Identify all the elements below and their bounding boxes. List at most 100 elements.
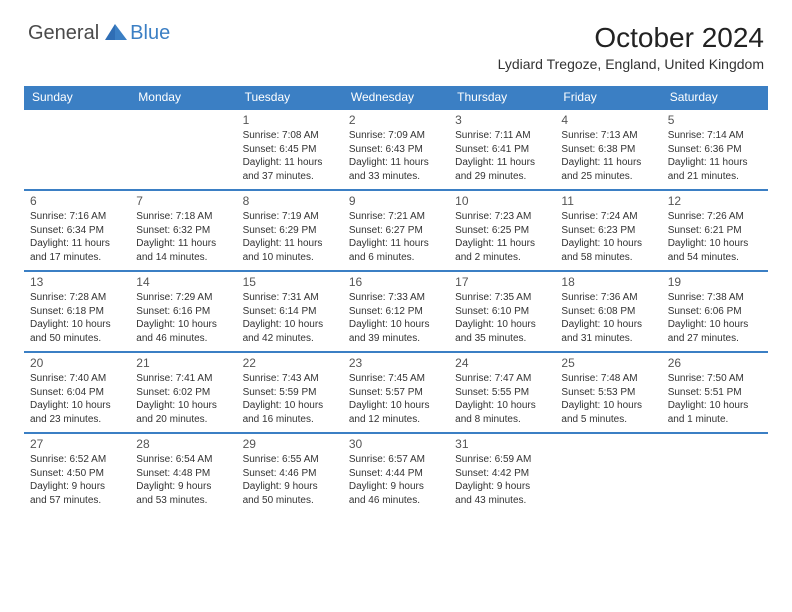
sunrise-text: Sunrise: 7:11 AM: [455, 129, 548, 143]
sunset-text: Sunset: 6:16 PM: [136, 305, 229, 319]
daylight-text: Daylight: 10 hours and 39 minutes.: [349, 318, 442, 345]
day-number: 5: [668, 113, 761, 127]
sunset-text: Sunset: 6:34 PM: [30, 224, 123, 238]
sunrise-text: Sunrise: 7:24 AM: [561, 210, 654, 224]
sunset-text: Sunset: 6:12 PM: [349, 305, 442, 319]
day-cell: 17Sunrise: 7:35 AMSunset: 6:10 PMDayligh…: [449, 272, 555, 351]
daylight-text: Daylight: 11 hours and 17 minutes.: [30, 237, 123, 264]
day-cell: 8 Sunrise: 7:19 AMSunset: 6:29 PMDaylight…: [237, 191, 343, 270]
daylight-text: Daylight: 9 hours and 57 minutes.: [30, 480, 123, 507]
daylight-text: Daylight: 10 hours and 16 minutes.: [243, 399, 336, 426]
sunset-text: Sunset: 6:21 PM: [668, 224, 761, 238]
daylight-text: Daylight: 11 hours and 25 minutes.: [561, 156, 654, 183]
day-number: 19: [668, 275, 761, 289]
sunrise-text: Sunrise: 7:40 AM: [30, 372, 123, 386]
sunset-text: Sunset: 5:57 PM: [349, 386, 442, 400]
day-number: 15: [243, 275, 336, 289]
sunrise-text: Sunrise: 7:35 AM: [455, 291, 548, 305]
daylight-text: Daylight: 11 hours and 37 minutes.: [243, 156, 336, 183]
sunrise-text: Sunrise: 7:18 AM: [136, 210, 229, 224]
day-header-tue: Tuesday: [237, 86, 343, 108]
sunrise-text: Sunrise: 7:33 AM: [349, 291, 442, 305]
week-row: 6Sunrise: 7:16 AMSunset: 6:34 PMDaylight…: [24, 189, 768, 270]
day-info: Sunrise: 7:18 AMSunset: 6:32 PMDaylight:…: [136, 210, 229, 264]
day-number: 3: [455, 113, 548, 127]
day-number: 30: [349, 437, 442, 451]
sunset-text: Sunset: 6:23 PM: [561, 224, 654, 238]
day-info: Sunrise: 7:50 AMSunset: 5:51 PMDaylight:…: [668, 372, 761, 426]
day-info: Sunrise: 7:40 AMSunset: 6:04 PMDaylight:…: [30, 372, 123, 426]
day-header-wed: Wednesday: [343, 86, 449, 108]
day-cell: [662, 434, 768, 513]
daylight-text: Daylight: 10 hours and 58 minutes.: [561, 237, 654, 264]
day-cell: 12Sunrise: 7:26 AMSunset: 6:21 PMDayligh…: [662, 191, 768, 270]
sunset-text: Sunset: 5:51 PM: [668, 386, 761, 400]
sunrise-text: Sunrise: 6:57 AM: [349, 453, 442, 467]
day-number: 21: [136, 356, 229, 370]
day-cell: 11Sunrise: 7:24 AMSunset: 6:23 PMDayligh…: [555, 191, 661, 270]
sunrise-text: Sunrise: 7:38 AM: [668, 291, 761, 305]
daylight-text: Daylight: 10 hours and 54 minutes.: [668, 237, 761, 264]
day-info: Sunrise: 7:36 AMSunset: 6:08 PMDaylight:…: [561, 291, 654, 345]
logo: General Blue: [28, 22, 170, 45]
day-cell: 5Sunrise: 7:14 AMSunset: 6:36 PMDaylight…: [662, 110, 768, 189]
day-info: Sunrise: 7:33 AMSunset: 6:12 PMDaylight:…: [349, 291, 442, 345]
daylight-text: Daylight: 10 hours and 20 minutes.: [136, 399, 229, 426]
sunrise-text: Sunrise: 7:43 AM: [243, 372, 336, 386]
sunrise-text: Sunrise: 7:31 AM: [243, 291, 336, 305]
daylight-text: Daylight: 10 hours and 5 minutes.: [561, 399, 654, 426]
week-row: 20Sunrise: 7:40 AMSunset: 6:04 PMDayligh…: [24, 351, 768, 432]
sunset-text: Sunset: 5:59 PM: [243, 386, 336, 400]
day-info: Sunrise: 7:43 AMSunset: 5:59 PMDaylight:…: [243, 372, 336, 426]
weeks-container: 1Sunrise: 7:08 AMSunset: 6:45 PMDaylight…: [24, 108, 768, 513]
day-number: 18: [561, 275, 654, 289]
sunrise-text: Sunrise: 6:59 AM: [455, 453, 548, 467]
daylight-text: Daylight: 11 hours and 10 minutes.: [243, 237, 336, 264]
day-header-thu: Thursday: [449, 86, 555, 108]
sunrise-text: Sunrise: 6:52 AM: [30, 453, 123, 467]
day-number: 16: [349, 275, 442, 289]
day-cell: 1Sunrise: 7:08 AMSunset: 6:45 PMDaylight…: [237, 110, 343, 189]
day-cell: 28Sunrise: 6:54 AMSunset: 4:48 PMDayligh…: [130, 434, 236, 513]
daylight-text: Daylight: 10 hours and 50 minutes.: [30, 318, 123, 345]
day-number: 1: [243, 113, 336, 127]
day-cell: 29Sunrise: 6:55 AMSunset: 4:46 PMDayligh…: [237, 434, 343, 513]
sunset-text: Sunset: 4:48 PM: [136, 467, 229, 481]
day-info: Sunrise: 7:31 AMSunset: 6:14 PMDaylight:…: [243, 291, 336, 345]
day-cell: 24Sunrise: 7:47 AMSunset: 5:55 PMDayligh…: [449, 353, 555, 432]
day-info: Sunrise: 7:09 AMSunset: 6:43 PMDaylight:…: [349, 129, 442, 183]
day-info: Sunrise: 7:19 AMSunset: 6:29 PMDaylight:…: [243, 210, 336, 264]
day-info: Sunrise: 6:52 AMSunset: 4:50 PMDaylight:…: [30, 453, 123, 507]
day-number: 29: [243, 437, 336, 451]
sunrise-text: Sunrise: 7:19 AM: [243, 210, 336, 224]
day-number: 14: [136, 275, 229, 289]
day-number: 2: [349, 113, 442, 127]
day-cell: 2 Sunrise: 7:09 AMSunset: 6:43 PMDaylight…: [343, 110, 449, 189]
daylight-text: Daylight: 9 hours and 43 minutes.: [455, 480, 548, 507]
day-cell: 15 Sunrise: 7:31 AMSunset: 6:14 PMDayligh…: [237, 272, 343, 351]
day-info: Sunrise: 7:29 AMSunset: 6:16 PMDaylight:…: [136, 291, 229, 345]
day-info: Sunrise: 7:11 AMSunset: 6:41 PMDaylight:…: [455, 129, 548, 183]
header: General Blue October 2024 Lydiard Tregoz…: [0, 0, 792, 78]
day-cell: 23Sunrise: 7:45 AMSunset: 5:57 PMDayligh…: [343, 353, 449, 432]
day-number: 8: [243, 194, 336, 208]
sunset-text: Sunset: 6:36 PM: [668, 143, 761, 157]
sunset-text: Sunset: 6:08 PM: [561, 305, 654, 319]
daylight-text: Daylight: 10 hours and 12 minutes.: [349, 399, 442, 426]
logo-text-general: General: [28, 22, 99, 45]
day-info: Sunrise: 7:26 AMSunset: 6:21 PMDaylight:…: [668, 210, 761, 264]
day-info: Sunrise: 7:23 AMSunset: 6:25 PMDaylight:…: [455, 210, 548, 264]
day-number: 17: [455, 275, 548, 289]
daylight-text: Daylight: 11 hours and 6 minutes.: [349, 237, 442, 264]
sunrise-text: Sunrise: 7:29 AM: [136, 291, 229, 305]
sunset-text: Sunset: 4:50 PM: [30, 467, 123, 481]
week-row: 27Sunrise: 6:52 AMSunset: 4:50 PMDayligh…: [24, 432, 768, 513]
day-info: Sunrise: 7:38 AMSunset: 6:06 PMDaylight:…: [668, 291, 761, 345]
sunset-text: Sunset: 6:32 PM: [136, 224, 229, 238]
day-number: 22: [243, 356, 336, 370]
day-number: 25: [561, 356, 654, 370]
sunset-text: Sunset: 5:55 PM: [455, 386, 548, 400]
daylight-text: Daylight: 11 hours and 2 minutes.: [455, 237, 548, 264]
daylight-text: Daylight: 11 hours and 14 minutes.: [136, 237, 229, 264]
sunset-text: Sunset: 6:25 PM: [455, 224, 548, 238]
